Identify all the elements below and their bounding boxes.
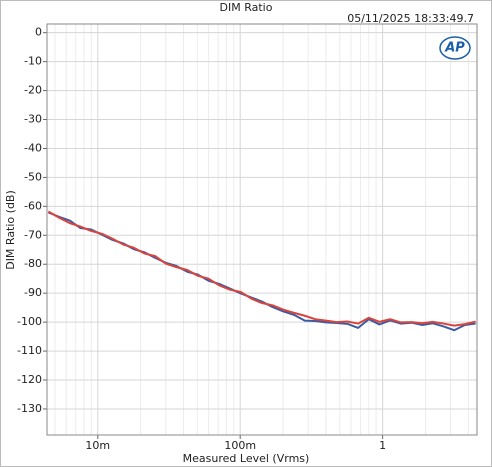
y-tick-label: -130 xyxy=(17,402,42,415)
y-tick-label: -80 xyxy=(24,257,42,270)
y-tick-label: -90 xyxy=(24,286,42,299)
logo: AP xyxy=(439,36,471,60)
y-tick-label: -110 xyxy=(17,344,42,357)
y-tick-label: -20 xyxy=(24,84,42,97)
plot-background xyxy=(47,24,477,435)
data-line xyxy=(47,210,476,327)
y-tick-label: -30 xyxy=(24,113,42,126)
x-tick-label: 1 xyxy=(379,439,386,452)
y-tick-label: -120 xyxy=(17,373,42,386)
timestamp: 05/11/2025 18:33:49.7 xyxy=(347,12,474,25)
x-tick-label: 10m xyxy=(85,439,110,452)
y-tick-label: 0 xyxy=(35,26,42,39)
logo-text: AP xyxy=(444,41,465,56)
x-tick-label: 100m xyxy=(224,439,256,452)
plot-area: 0 -10 -20 -30 -40 -50 -60 -70 -80 -90 -100 -110 -120… xyxy=(17,23,478,452)
y-tick-label: -50 xyxy=(24,170,42,183)
x-axis-label: Measured Level (Vrms) xyxy=(183,452,310,465)
y-tick-label: -60 xyxy=(24,199,42,212)
y-tick-label: -10 xyxy=(24,55,42,68)
y-tick-label: -100 xyxy=(17,315,42,328)
y-axis-label: DIM Ratio (dB) xyxy=(4,190,17,270)
plot-border xyxy=(46,23,478,436)
logo-ring xyxy=(439,36,471,60)
y-tick-label: -70 xyxy=(24,228,42,241)
y-tick-label: -40 xyxy=(24,141,42,154)
chart-title: DIM Ratio xyxy=(220,1,273,14)
